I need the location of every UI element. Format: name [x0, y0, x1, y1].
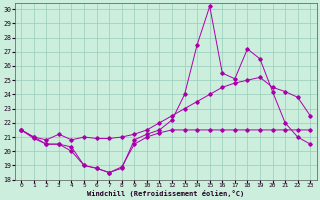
X-axis label: Windchill (Refroidissement éolien,°C): Windchill (Refroidissement éolien,°C)	[87, 190, 244, 197]
